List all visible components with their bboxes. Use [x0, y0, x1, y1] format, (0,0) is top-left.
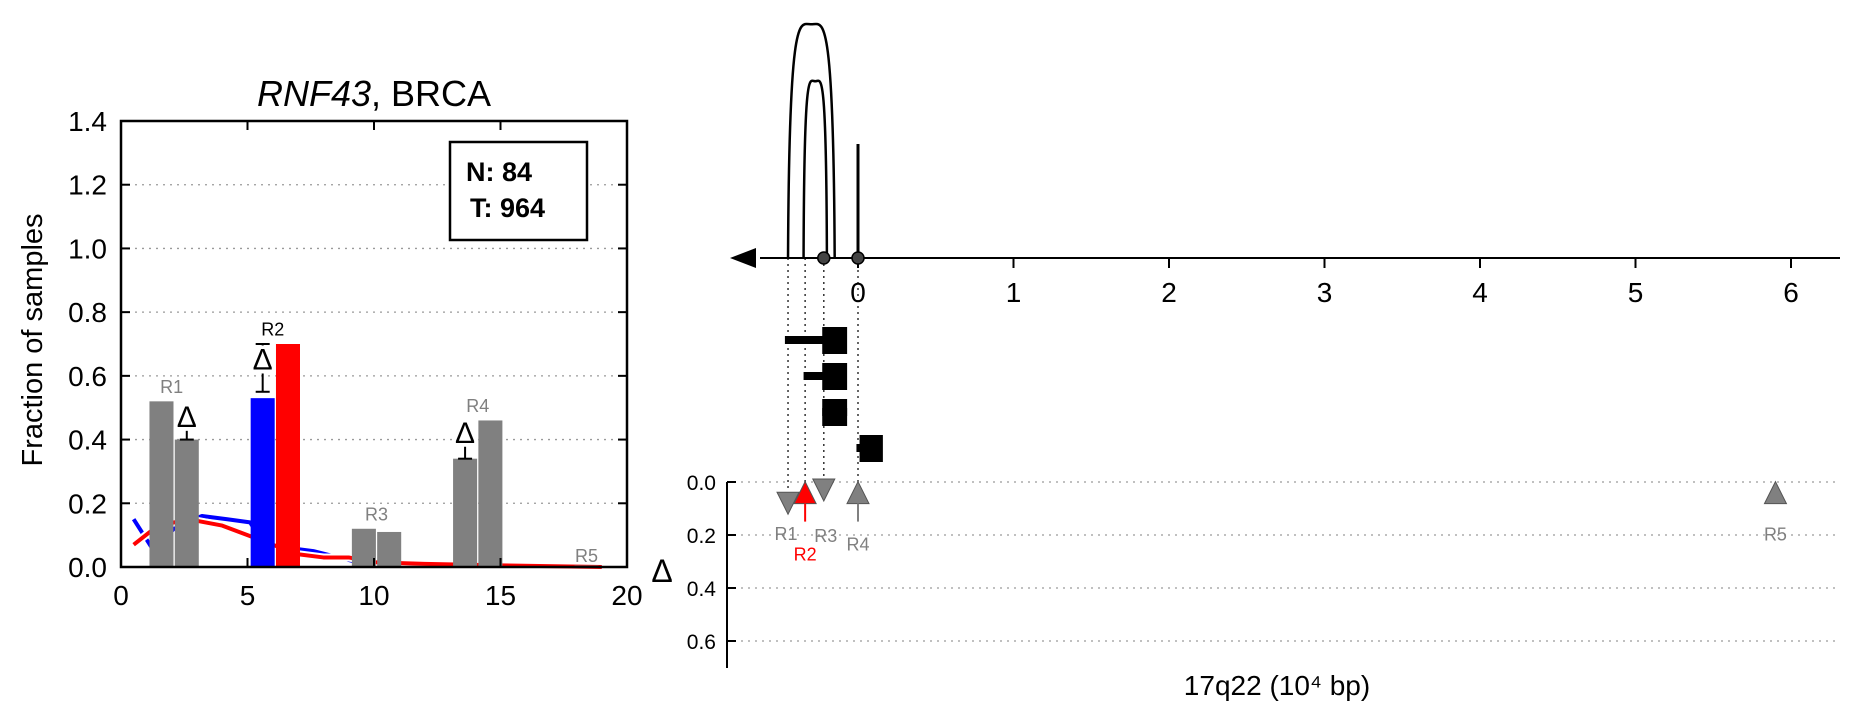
bar	[351, 528, 376, 567]
delta-symbol: Δ	[455, 417, 475, 450]
y-tick-label: 0.0	[68, 552, 107, 583]
exon-box	[822, 327, 848, 354]
triangle-down-icon	[776, 491, 800, 516]
delta-gridlines	[727, 481, 1840, 642]
delta-bg	[173, 402, 200, 431]
x-tick-label: 20	[611, 580, 642, 611]
y-tick-label: 1.0	[68, 233, 107, 264]
exon-rows	[784, 327, 883, 462]
left-chart: RNF43, BRCA Fraction of samples Δ Δ Δ R1 R2…	[17, 73, 643, 611]
y-tick-label: 0.8	[68, 297, 107, 328]
bar	[275, 344, 300, 567]
region-label: R1	[160, 377, 183, 397]
breakpoint-dots	[817, 251, 865, 265]
title-gene: RNF43	[257, 73, 371, 114]
x-tick-label: 15	[485, 580, 516, 611]
breakpoint-dot	[817, 251, 831, 265]
exon-thin	[784, 336, 831, 344]
region-label: R3	[365, 504, 388, 524]
delta-tick-label: 0.2	[687, 525, 716, 548]
marker-label: R3	[814, 526, 837, 546]
delta-tick-label: 0.4	[687, 578, 717, 601]
y-tick-label: 0.4	[68, 425, 107, 456]
marker-label: R5	[1764, 525, 1787, 545]
triangle-up-icon	[1763, 480, 1788, 505]
fusion-arc	[802, 79, 829, 259]
left-y-ticks: 0.0 0.2 0.4 0.6 0.8 1.0 1.2 1.4	[68, 106, 627, 583]
left-region-labels: R1 R2 R3 R4 R5	[160, 320, 598, 566]
triangle-down-icon	[811, 478, 836, 503]
x-axis-label: 17q22 (10⁴ bp)	[1184, 670, 1370, 701]
delta-bg	[452, 418, 479, 447]
marker-label: R1	[775, 524, 798, 544]
delta-bg	[249, 345, 276, 374]
left-gridlines	[121, 184, 627, 504]
exon-box	[822, 363, 848, 390]
delta-symbol: Δ	[253, 343, 273, 376]
genome-x-tick-label: 4	[1472, 277, 1488, 308]
bar	[377, 531, 402, 567]
exon-box	[822, 399, 848, 426]
region-label: R4	[466, 396, 489, 416]
left-bars	[149, 344, 599, 567]
bar	[478, 420, 503, 567]
region-label: R2	[261, 320, 284, 340]
y-tick-label: 0.6	[68, 361, 107, 392]
y-tick-label: 1.2	[68, 170, 107, 201]
y-tick-label: 0.2	[68, 488, 107, 519]
fusion-arcs	[786, 22, 860, 259]
legend-frame	[448, 140, 589, 242]
exon-thin	[803, 372, 831, 380]
title-suffix: , BRCA	[371, 73, 491, 114]
left-delta-markers: Δ Δ Δ	[173, 343, 479, 460]
genome-x-tick-label: 1	[1006, 277, 1022, 308]
marker-label: R2	[794, 545, 817, 565]
genome-x-tick-label: 6	[1783, 277, 1799, 308]
strand-arrow-icon	[730, 248, 756, 268]
genome-x-tick-label: 2	[1161, 277, 1177, 308]
x-tick-label: 5	[240, 580, 256, 611]
triangle-up-icon	[846, 480, 870, 505]
legend-normal-count: N: 84	[466, 157, 532, 187]
bar	[174, 439, 199, 567]
y-axis-label: Fraction of samples	[17, 213, 49, 466]
delta-axis-label: Δ	[651, 553, 672, 589]
delta-y-ticks: 0.0 0.2 0.4 0.6	[687, 472, 736, 654]
marker-label: R4	[846, 535, 869, 555]
bar	[149, 401, 174, 567]
y-tick-label: 1.4	[68, 106, 107, 137]
breakpoint-dot	[851, 251, 865, 265]
delta-tick-label: 0.6	[687, 631, 716, 654]
delta-symbol: Δ	[177, 401, 197, 434]
delta-tick-label: 0.0	[687, 472, 716, 495]
left-chart-title: RNF43, BRCA	[257, 73, 491, 114]
genome-x-tick-label: 3	[1317, 277, 1333, 308]
bar	[250, 398, 275, 567]
legend-tumor-count: T: 964	[470, 193, 545, 223]
bar	[453, 458, 478, 567]
legend-box: N: 84 T: 964	[448, 140, 589, 242]
x-tick-label: 10	[358, 580, 389, 611]
x-tick-label: 0	[113, 580, 129, 611]
genome-x-tick-label: 5	[1628, 277, 1644, 308]
genome-x-ticks: 0 1 2 3 4 5 6	[850, 258, 1799, 308]
left-x-ticks: 0 5 10 15 20	[113, 121, 643, 611]
genome-x-tick-label: 0	[850, 277, 866, 308]
region-label: R5	[575, 546, 598, 566]
fusion-arc	[786, 22, 836, 259]
exon-box	[859, 435, 883, 462]
